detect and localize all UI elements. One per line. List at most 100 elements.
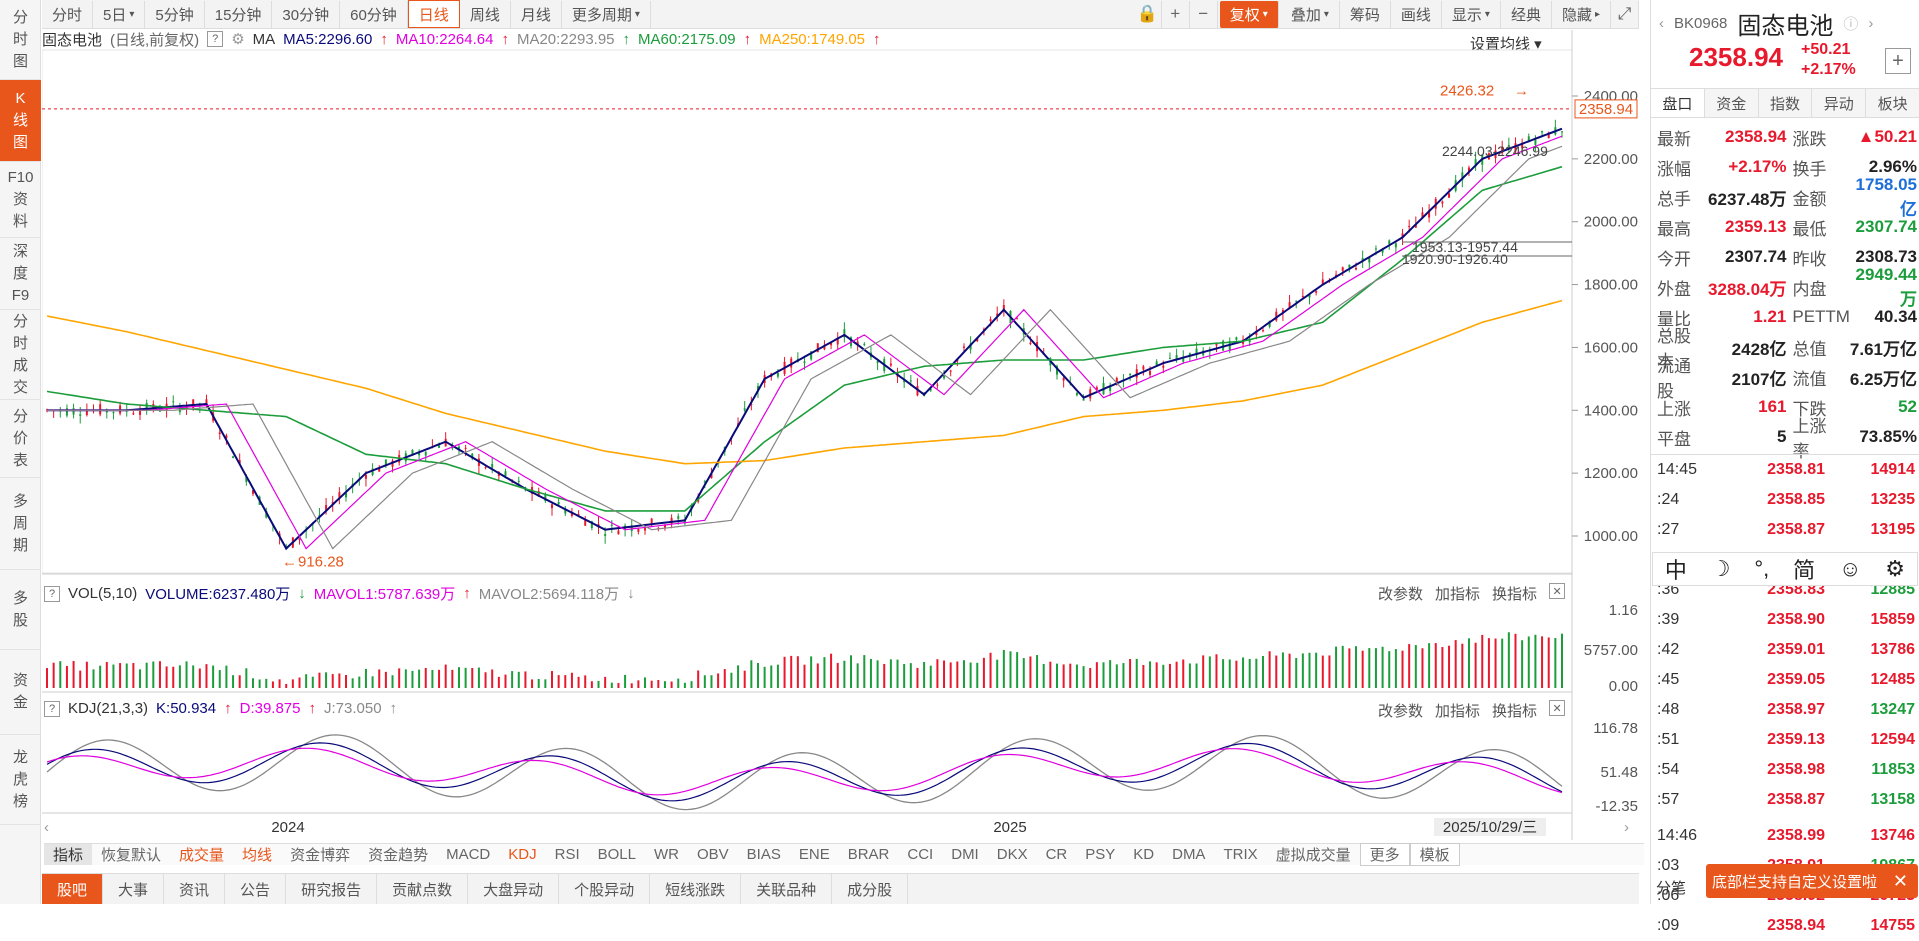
indicator-tab-5[interactable]: 资金趋势 <box>368 847 429 864</box>
indicator-tab-22[interactable]: TRIX <box>1223 846 1258 863</box>
nav-item-1[interactable]: K 线 图 <box>0 80 41 162</box>
indicator-tab-15[interactable]: CCI <box>907 846 934 863</box>
vol-switch-indicator[interactable]: 换指标 <box>1492 586 1538 603</box>
period-tab-5[interactable]: 60分钟 <box>340 0 408 28</box>
quote-tab-2[interactable]: 指数 <box>1759 89 1813 117</box>
tool-1[interactable]: 叠加 ▾ <box>1281 0 1340 28</box>
indicator-tab-8[interactable]: RSI <box>554 846 580 863</box>
gear-icon[interactable]: ⚙ <box>231 31 245 48</box>
nav-item-5[interactable]: 分 价 表 <box>0 400 41 478</box>
crosshair-icon[interactable]: + <box>1162 0 1190 28</box>
bottom-tab-9[interactable]: 关联品种 <box>741 874 833 904</box>
kdj-switch-indicator[interactable]: 换指标 <box>1492 703 1538 720</box>
kdj-edit-params[interactable]: 改参数 <box>1378 703 1424 720</box>
ime-punct-icon[interactable]: °, <box>1754 556 1770 581</box>
indicator-tab-13[interactable]: ENE <box>798 846 830 863</box>
ime-emoji-icon[interactable]: ☺ <box>1838 556 1862 581</box>
tool-3[interactable]: 画线 <box>1391 0 1442 28</box>
ime-lang-icon[interactable]: 中 <box>1664 558 1687 583</box>
bottom-tab-3[interactable]: 公告 <box>225 874 287 904</box>
add-watchlist-button[interactable]: + <box>1885 48 1911 74</box>
tool-4[interactable]: 显示 ▾ <box>1442 0 1501 28</box>
indicator-tab-19[interactable]: PSY <box>1085 846 1116 863</box>
quote-tab-3[interactable]: 异动 <box>1812 89 1867 117</box>
close-icon[interactable]: ✕ <box>1892 870 1908 891</box>
bottom-tab-0[interactable]: 股吧 <box>42 874 104 904</box>
quote-tab-1[interactable]: 资金 <box>1705 89 1759 117</box>
lock-icon[interactable]: 🔒 <box>1134 0 1162 28</box>
nav-item-2[interactable]: F10 资 料 <box>0 162 41 238</box>
indicator-tab-2[interactable]: 成交量 <box>179 847 225 864</box>
nav-item-3[interactable]: 深 度 F9 <box>0 238 41 310</box>
indicator-tab-0[interactable]: 指标 <box>44 844 93 865</box>
kdj-add-indicator[interactable]: 加指标 <box>1435 703 1481 720</box>
bottom-tab-2[interactable]: 资讯 <box>164 874 226 904</box>
indicator-tab-10[interactable]: WR <box>653 846 679 863</box>
period-tab-1[interactable]: 5日 ▾ <box>93 0 146 28</box>
tab-fenbi[interactable]: 分笔 <box>1655 879 1686 897</box>
bottom-tab-4[interactable]: 研究报告 <box>286 874 378 904</box>
help-icon[interactable]: ? <box>207 31 224 47</box>
indicator-tab-12[interactable]: BIAS <box>746 846 781 863</box>
vol-edit-params[interactable]: 改参数 <box>1378 586 1424 603</box>
indicator-tab-20[interactable]: KD <box>1133 846 1155 863</box>
bottom-tab-5[interactable]: 贡献点数 <box>377 874 469 904</box>
indicator-tab-17[interactable]: DKX <box>996 846 1028 863</box>
fullscreen-icon[interactable]: ⤢ <box>1611 0 1639 28</box>
tool-2[interactable]: 筹码 <box>1340 0 1391 28</box>
period-tab-6[interactable]: 日线 <box>407 0 460 28</box>
indicator-tab-23[interactable]: 虚拟成交量 <box>1275 847 1351 864</box>
indicator-tab-21[interactable]: DMA <box>1172 846 1206 863</box>
ime-moon-icon[interactable]: ☽ <box>1710 556 1731 581</box>
quote-tab-4[interactable]: 板块 <box>1866 89 1919 117</box>
kline-svg[interactable]: 2400.002200.002000.001800.001600.001400.… <box>42 30 1639 840</box>
close-icon[interactable]: ✕ <box>1549 700 1566 716</box>
indicator-tab-24[interactable]: 更多 <box>1359 843 1410 866</box>
help-icon[interactable]: ? <box>44 585 60 602</box>
bottom-tab-6[interactable]: 大盘异动 <box>468 874 560 904</box>
tool-6[interactable]: 隐藏 ▸ <box>1552 0 1611 28</box>
close-icon[interactable]: ✕ <box>1549 583 1566 599</box>
period-tab-9[interactable]: 更多周期 ▾ <box>562 0 651 28</box>
tool-0[interactable]: 复权 ▾ <box>1219 0 1279 28</box>
indicator-tab-16[interactable]: DMI <box>951 846 979 863</box>
indicator-tab-11[interactable]: OBV <box>696 846 729 863</box>
bottom-tab-10[interactable]: 成分股 <box>832 874 909 904</box>
indicator-tab-14[interactable]: BRAR <box>847 846 890 863</box>
ime-simplified-icon[interactable]: 简 <box>1793 558 1816 583</box>
indicator-tab-1[interactable]: 恢复默认 <box>101 847 162 864</box>
bottom-tab-7[interactable]: 个股异动 <box>559 874 651 904</box>
period-tab-0[interactable]: 分时 <box>42 0 94 28</box>
nav-item-9[interactable]: 龙 虎 榜 <box>0 735 41 825</box>
info-icon[interactable]: ⓘ <box>1843 16 1859 33</box>
zoom-out-icon[interactable]: − <box>1190 0 1218 28</box>
nav-item-8[interactable]: 资 金 <box>0 650 41 735</box>
indicator-tab-18[interactable]: CR <box>1045 846 1068 863</box>
quote-tab-0[interactable]: 盘口 <box>1651 89 1705 117</box>
indicator-tab-7[interactable]: KDJ <box>508 846 537 863</box>
help-icon[interactable]: ? <box>44 700 60 717</box>
chevron-right-icon[interactable]: › <box>1868 15 1874 32</box>
ime-settings-icon[interactable]: ⚙ <box>1885 556 1906 581</box>
nav-item-6[interactable]: 多 周 期 <box>0 478 41 570</box>
ma-settings-button[interactable]: 设置均线 ▾ <box>1470 36 1542 53</box>
nav-item-4[interactable]: 分 时 成 交 <box>0 310 41 400</box>
vol-add-indicator[interactable]: 加指标 <box>1435 586 1481 603</box>
indicator-tab-3[interactable]: 均线 <box>242 847 273 864</box>
nav-item-7[interactable]: 多 股 <box>0 570 41 650</box>
chevron-left-icon[interactable]: ‹ <box>1659 15 1664 32</box>
indicator-tab-4[interactable]: 资金博弈 <box>290 847 351 864</box>
indicator-tab-25[interactable]: 模板 <box>1409 843 1460 866</box>
indicator-tab-9[interactable]: BOLL <box>597 846 636 863</box>
indicator-tab-6[interactable]: MACD <box>446 846 491 863</box>
kline-chart-area[interactable]: 固态电池 (日线,前复权) ? ⚙ MA MA5:2296.60 ↑ MA10:2… <box>42 30 1639 840</box>
period-tab-3[interactable]: 15分钟 <box>205 0 273 28</box>
period-tab-2[interactable]: 5分钟 <box>145 0 205 28</box>
tool-5[interactable]: 经典 <box>1501 0 1552 28</box>
period-tab-4[interactable]: 30分钟 <box>272 0 341 28</box>
bottom-tab-8[interactable]: 短线涨跌 <box>650 874 742 904</box>
period-tab-8[interactable]: 月线 <box>511 0 562 28</box>
period-tab-7[interactable]: 周线 <box>460 0 511 28</box>
nav-item-0[interactable]: 分 时 图 <box>0 0 41 80</box>
bottom-tab-1[interactable]: 大事 <box>103 874 165 904</box>
